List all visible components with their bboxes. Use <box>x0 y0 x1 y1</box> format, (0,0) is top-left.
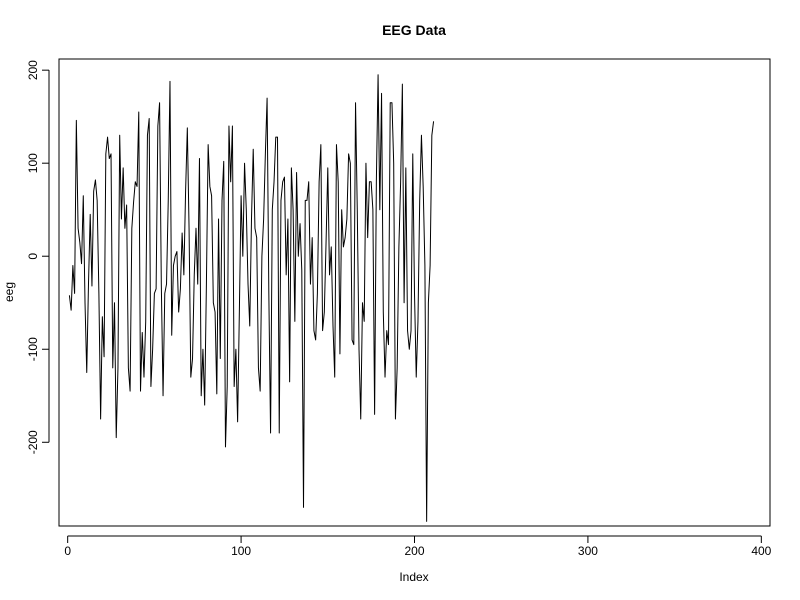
x-tick-label: 0 <box>64 544 71 558</box>
series-group <box>68 74 435 522</box>
x-axis: 0 100 200 300 400 <box>64 535 772 558</box>
y-tick-label: 200 <box>26 60 40 80</box>
y-axis-label: eeg <box>2 282 16 302</box>
x-tick-label: 200 <box>404 544 424 558</box>
y-tick-label: -100 <box>26 337 40 361</box>
y-tick-label: -200 <box>26 430 40 454</box>
x-tick-label: 400 <box>751 544 771 558</box>
x-axis-label: Index <box>399 570 428 584</box>
y-tick-label: 100 <box>26 153 40 173</box>
x-tick-label: 300 <box>578 544 598 558</box>
y-tick-label: 0 <box>26 253 40 260</box>
plot-frame <box>58 58 771 527</box>
y-axis: -200 -100 0 100 200 <box>26 60 50 454</box>
chart-title: EEG Data <box>382 22 446 38</box>
series-line <box>68 74 435 522</box>
x-tick-label: 100 <box>231 544 251 558</box>
